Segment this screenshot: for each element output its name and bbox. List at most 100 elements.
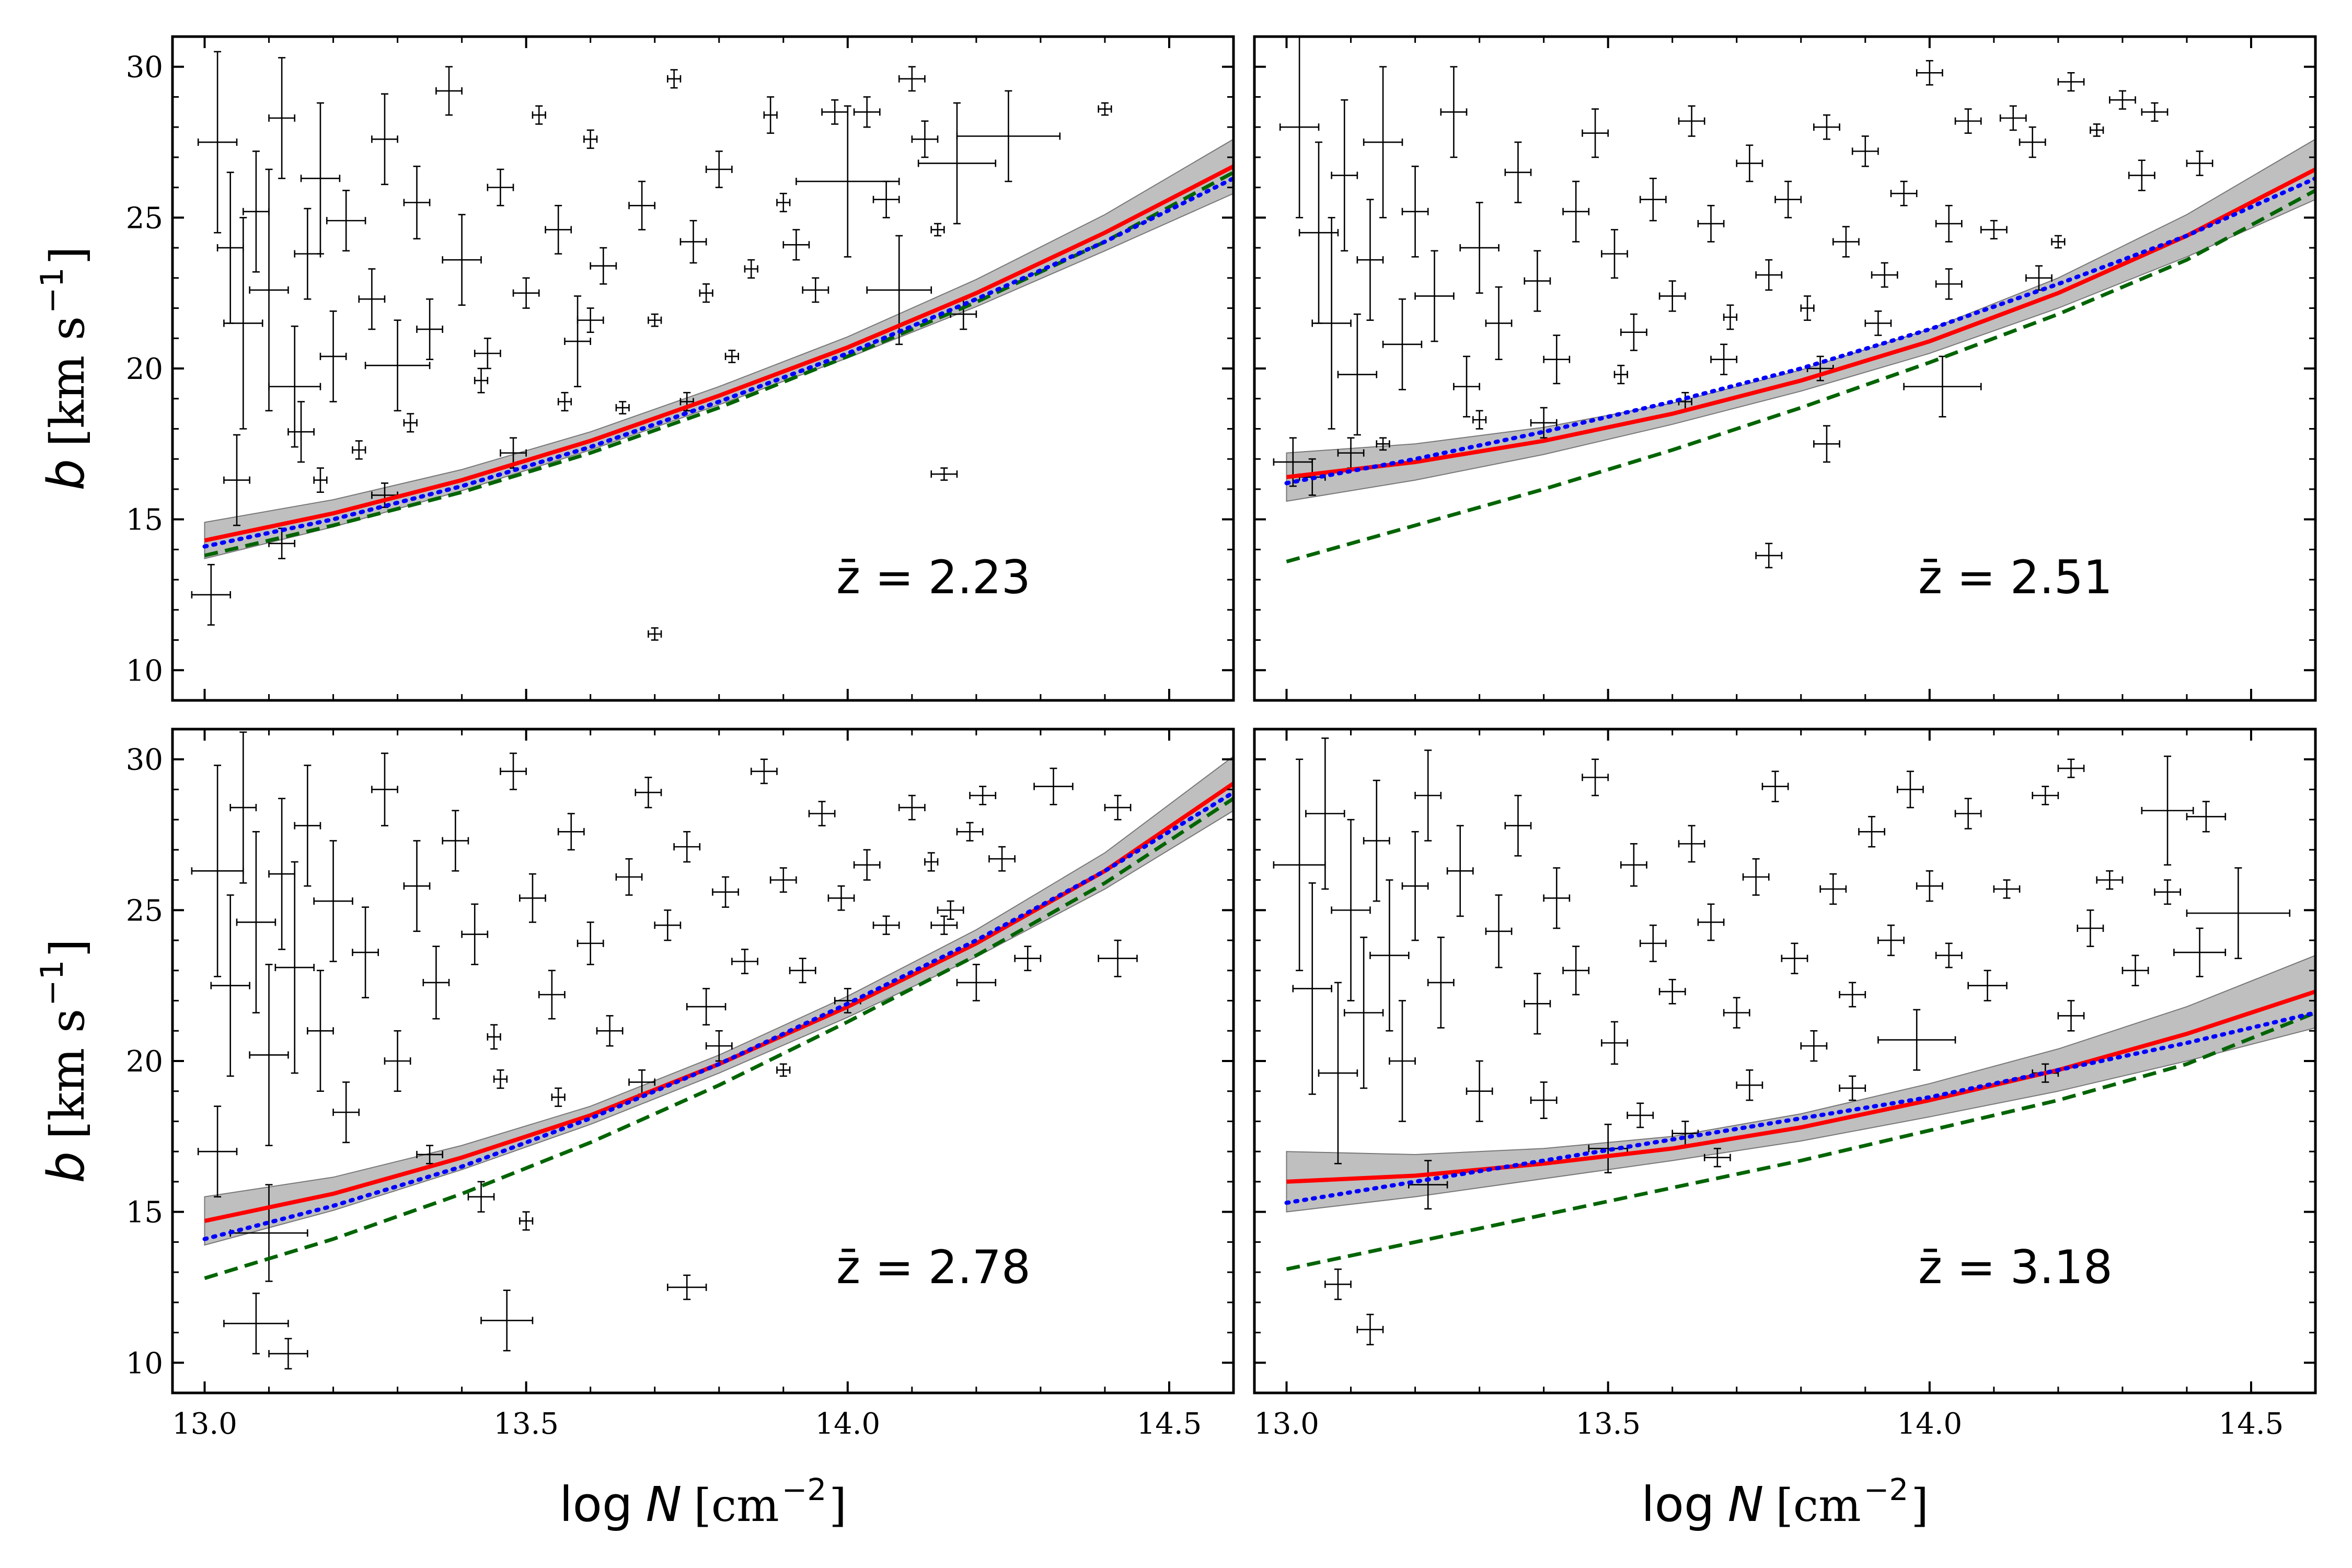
data-point (615, 858, 643, 896)
data-point (776, 1063, 791, 1077)
data-point (898, 66, 926, 92)
data-point (1993, 879, 2021, 899)
fit-line (204, 164, 1233, 543)
data-point (667, 1274, 707, 1300)
x-tick-label: 14.0 (1897, 1407, 1962, 1441)
data-point (191, 764, 244, 977)
data-point (744, 259, 758, 279)
data-point (1601, 229, 1628, 279)
data-point (2090, 123, 2104, 137)
data-point (750, 758, 778, 785)
data-point (635, 777, 662, 809)
data-point (1324, 1269, 1352, 1300)
data-point (545, 204, 572, 255)
data-point (197, 51, 238, 234)
data-point (872, 180, 900, 218)
data-point (564, 295, 591, 387)
data-point (403, 840, 431, 932)
axes-frame (171, 35, 1235, 702)
data-point (326, 190, 366, 252)
data-point (236, 831, 276, 1013)
y-tick-label: 25 (126, 201, 163, 235)
data-point (1562, 946, 1590, 996)
data-point (782, 229, 810, 261)
data-point (371, 752, 398, 827)
panel-bottom-right: 13.0 13.5 14.0 14.5 z̄ = 3.18 (1253, 728, 2317, 1441)
data-point (313, 840, 353, 962)
data-point (654, 909, 682, 941)
data-point (474, 337, 501, 370)
data-point (1363, 66, 1403, 218)
data-point (1839, 982, 1866, 1008)
axes-frame (1253, 728, 2317, 1394)
data-point (1331, 818, 1371, 1001)
data-point (1851, 135, 1879, 167)
data-point (1414, 250, 1455, 342)
data-point (2057, 1000, 2085, 1032)
data-point (2025, 265, 2053, 291)
xlabel-unit: [cm (694, 1480, 779, 1532)
data-point (1916, 870, 1943, 902)
data-point (583, 129, 598, 149)
data-point (731, 949, 758, 974)
data-point (821, 99, 849, 125)
data-point (2141, 755, 2194, 866)
data-point (1954, 798, 1982, 829)
data-point (1710, 343, 1738, 375)
data-point (1305, 737, 1345, 890)
data-point (1658, 280, 1686, 312)
data-point (300, 102, 341, 255)
data-point (216, 171, 244, 324)
data-point (1014, 946, 1042, 972)
axes-frame (171, 728, 1235, 1394)
data-point (1839, 1075, 1866, 1101)
data-point (1935, 942, 1963, 969)
y-tick-label: 10 (126, 654, 163, 688)
data-point (1582, 108, 1609, 158)
data-point (500, 752, 527, 790)
data-point (917, 102, 997, 225)
data-point (493, 1069, 508, 1089)
data-point (1819, 873, 1847, 905)
data-point (1401, 831, 1429, 941)
data-point (474, 367, 489, 394)
data-point (1033, 767, 1074, 805)
data-point (1697, 903, 1725, 941)
data-point (371, 93, 398, 186)
data-point (1343, 937, 1384, 1089)
data-point (1098, 102, 1112, 116)
data-point (1864, 310, 1892, 336)
data-point (223, 434, 250, 526)
data-point (577, 307, 604, 333)
data-point (1742, 858, 1770, 896)
data-point (1098, 939, 1138, 977)
data-point (1935, 204, 1963, 243)
data-point (442, 214, 482, 306)
data-point (358, 268, 386, 330)
data-point (487, 168, 514, 206)
data-point (274, 861, 315, 1074)
data-point (268, 798, 296, 950)
data-point (319, 310, 347, 402)
data-point (1356, 199, 1384, 321)
xlabel-left: log N [cm −2 ] (559, 1472, 847, 1532)
y-tick-label: 30 (126, 51, 163, 85)
data-point (519, 1211, 534, 1231)
data-point (1781, 942, 1808, 974)
data-point (1401, 165, 1429, 258)
zbar-label: z̄ = 3.18 (1918, 1240, 2113, 1294)
data-point (1472, 410, 1487, 430)
data-point (422, 946, 450, 1020)
data-point (364, 319, 431, 412)
data-point (1318, 982, 1358, 1165)
xlabel-exp: −2 (1864, 1472, 1909, 1507)
data-point (1967, 970, 2008, 1001)
xlabel-right: log N [cm −2 ] (1641, 1472, 1929, 1532)
data-point (1639, 178, 1667, 222)
data-point (1543, 867, 1571, 929)
data-point (287, 401, 315, 463)
data-point (1755, 259, 1783, 291)
data-point (2186, 801, 2227, 833)
data-point (789, 958, 816, 984)
xlabel-var: N (1727, 1477, 1763, 1532)
